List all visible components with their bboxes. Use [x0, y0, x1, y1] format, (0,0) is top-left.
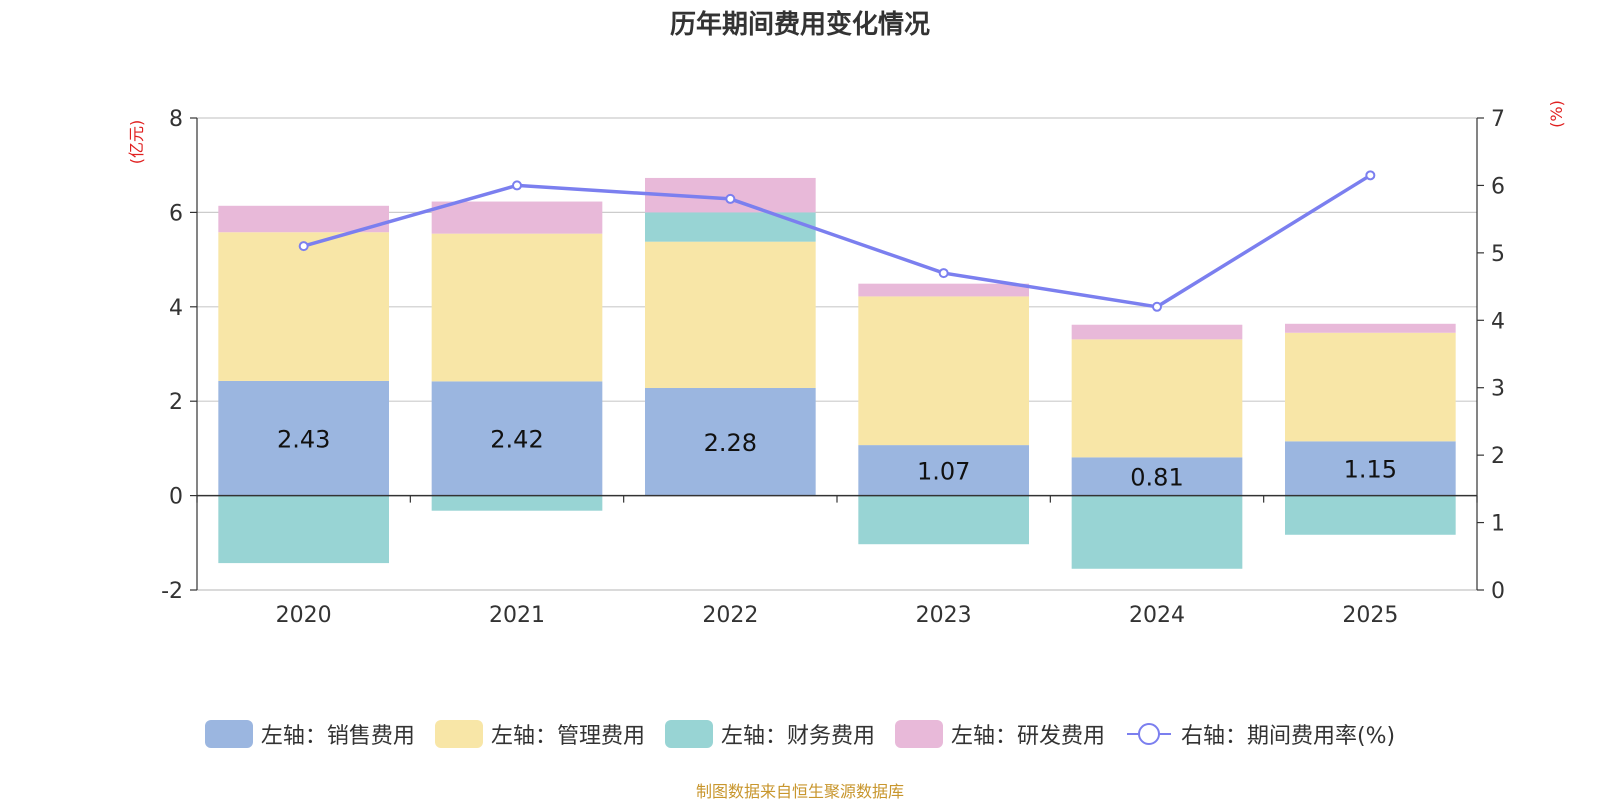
bar-segment — [1285, 323, 1456, 333]
bar-segment — [1071, 324, 1243, 340]
bar-data-label: 2.42 — [490, 425, 543, 453]
x-category-label: 2023 — [916, 603, 972, 628]
bar-segment — [1071, 457, 1243, 496]
bar-data-label: 2.43 — [277, 425, 330, 453]
x-category-label: 2021 — [489, 603, 545, 628]
right-tick-label: 4 — [1491, 309, 1505, 334]
x-category-label: 2020 — [276, 603, 332, 628]
bar-segment — [858, 495, 1029, 545]
bar-segment — [218, 232, 389, 381]
legend: 左轴：销售费用 左轴：管理费用 左轴：财务费用 左轴：研发费用 右轴：期间费用率(%) — [0, 718, 1600, 750]
legend-line-swatch — [1126, 723, 1171, 745]
legend-item[interactable]: 左轴：财务费用 — [664, 718, 875, 750]
x-category-label: 2022 — [702, 603, 758, 628]
bar-segment — [1285, 332, 1456, 442]
rate-point — [1152, 301, 1162, 312]
x-category-label: 2025 — [1342, 603, 1398, 628]
left-tick-label: 8 — [169, 107, 183, 132]
chart-title: 历年期间费用变化情况 — [669, 10, 930, 40]
right-tick-label: 1 — [1491, 512, 1505, 537]
x-category-label: 2024 — [1129, 603, 1185, 628]
legend-label: 左轴：管理费用 — [490, 724, 645, 749]
axes: -2 0 2 4 6 8 0 1 2 3 4 5 6 7 (亿元) (%) 2020 2021 2022 2023 20… — [127, 100, 1566, 628]
right-tick-label: 2 — [1491, 444, 1505, 469]
legend-item[interactable]: 左轴：管理费用 — [434, 718, 645, 750]
bar-data-label: 0.81 — [1130, 463, 1183, 491]
right-axis-unit: (%) — [1547, 100, 1566, 128]
bar-data-label: 2.28 — [704, 429, 757, 457]
rate-point — [512, 180, 522, 191]
legend-swatch — [664, 720, 713, 748]
left-tick-label: 4 — [169, 296, 183, 321]
bar-segment — [645, 212, 816, 242]
bar-segment — [431, 381, 603, 496]
left-axis-unit: (亿元) — [127, 120, 146, 165]
legend-item[interactable]: 右轴：期间费用率(%) — [1125, 718, 1395, 750]
rate-point — [725, 193, 736, 204]
grid-lines — [197, 117, 1477, 591]
bar-data-label: 1.07 — [917, 457, 970, 485]
bar-segment — [858, 445, 1029, 496]
right-tick-label: 6 — [1491, 174, 1505, 199]
legend-swatch — [894, 720, 943, 748]
bar-segment — [1071, 495, 1243, 569]
bar-segment — [218, 205, 389, 233]
rate-point — [298, 241, 309, 252]
bar-segment — [858, 296, 1029, 446]
legend-swatch — [434, 720, 483, 748]
bar-segment — [431, 201, 603, 234]
rate-line-path — [303, 173, 1372, 309]
bar-segment — [218, 495, 389, 564]
legend-label: 左轴：研发费用 — [950, 724, 1105, 749]
rate-line — [298, 170, 1376, 312]
rate-point — [938, 268, 949, 279]
left-tick-label: 6 — [169, 201, 183, 226]
legend-label: 左轴：销售费用 — [260, 724, 415, 749]
bar-segment — [431, 233, 603, 382]
bar-segment — [1285, 441, 1456, 496]
right-tick-label: 3 — [1491, 377, 1505, 402]
bars — [218, 177, 1456, 569]
bar-segment — [431, 495, 603, 511]
right-tick-label: 7 — [1491, 107, 1505, 132]
bar-data-label: 1.15 — [1344, 455, 1397, 483]
left-tick-label: -2 — [161, 579, 183, 604]
right-tick-label: 5 — [1491, 242, 1505, 267]
source-note: 制图数据来自恒生聚源数据库 — [695, 782, 904, 801]
bar-segment — [858, 283, 1029, 297]
legend-item[interactable]: 左轴：研发费用 — [894, 718, 1105, 750]
legend-item[interactable]: 左轴：销售费用 — [204, 718, 415, 750]
legend-label: 左轴：财务费用 — [720, 724, 875, 749]
legend-label: 右轴：期间费用率(%) — [1180, 724, 1396, 749]
left-tick-label: 2 — [169, 390, 183, 415]
bar-segment — [645, 241, 816, 388]
rate-point — [1365, 170, 1376, 181]
bar-segment — [1071, 339, 1243, 458]
bar-segment — [645, 387, 816, 496]
bar-segment — [1285, 495, 1456, 535]
bar-segment — [218, 380, 389, 496]
right-tick-label: 0 — [1491, 579, 1505, 604]
data-labels: 2.43 2.42 2.28 1.07 0.81 1.15 — [277, 425, 1397, 491]
legend-swatch — [204, 720, 253, 748]
left-tick-label: 0 — [169, 485, 183, 510]
